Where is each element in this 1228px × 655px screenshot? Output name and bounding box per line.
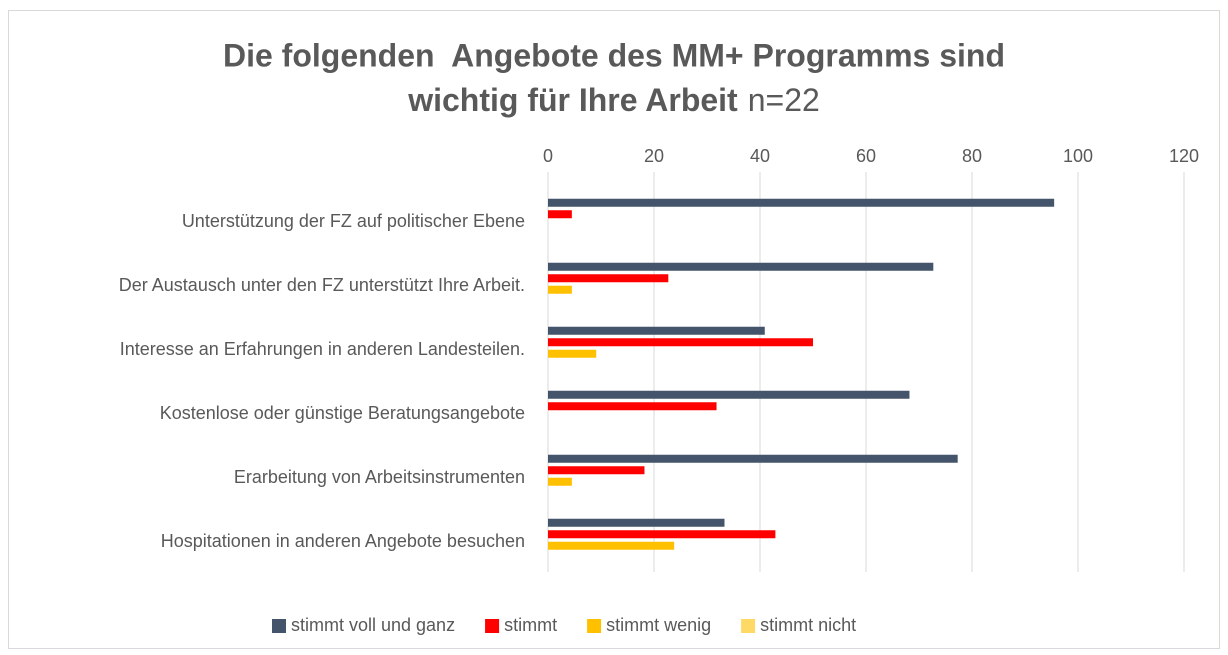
legend-label: stimmt nicht xyxy=(760,615,856,635)
x-tick-label: 120 xyxy=(1169,146,1199,166)
x-tick-label: 60 xyxy=(856,146,876,166)
bar xyxy=(548,477,572,486)
bar xyxy=(548,541,675,550)
legend-label: stimmt voll und ganz xyxy=(291,615,455,635)
legend-label: stimmt wenig xyxy=(606,615,711,635)
x-tick-label: 0 xyxy=(543,146,553,166)
bar xyxy=(548,326,765,335)
x-tick-label: 40 xyxy=(750,146,770,166)
legend-swatch xyxy=(485,619,500,633)
x-tick-label: 20 xyxy=(644,146,664,166)
legend-swatch xyxy=(741,619,756,633)
bar xyxy=(548,274,669,283)
y-tick-label: Hospitationen in anderen Angebote besuch… xyxy=(161,531,525,551)
bar xyxy=(548,210,572,219)
chart-title: wichtig für Ihre Arbeit xyxy=(407,82,738,118)
bar xyxy=(548,262,934,271)
legend-label: stimmt xyxy=(504,615,557,635)
bar xyxy=(548,518,725,527)
bar xyxy=(548,530,776,539)
bar xyxy=(548,349,597,358)
bar xyxy=(548,198,1055,207)
bar xyxy=(548,285,572,294)
y-tick-label: Der Austausch unter den FZ unterstützt I… xyxy=(119,275,525,295)
x-tick-label: 80 xyxy=(962,146,982,166)
chart-title-line: wichtig für Ihre Arbeit n=22 xyxy=(407,82,820,118)
y-tick-label: Kostenlose oder günstige Beratungsangebo… xyxy=(160,403,525,423)
y-tick-label: Interesse an Erfahrungen in anderen Land… xyxy=(120,339,525,359)
bar xyxy=(548,402,717,411)
bar xyxy=(548,338,813,347)
y-tick-label: Unterstützung der FZ auf politischer Ebe… xyxy=(182,211,525,231)
bar xyxy=(548,390,910,399)
y-tick-label: Erarbeitung von Arbeitsinstrumenten xyxy=(234,467,525,487)
x-tick-label: 100 xyxy=(1063,146,1093,166)
legend-swatch xyxy=(272,619,286,633)
bar xyxy=(548,454,958,463)
chart-subtitle: n=22 xyxy=(748,82,820,118)
bar xyxy=(548,466,645,475)
chart-title: Die folgenden Angebote des MM+ Programms… xyxy=(223,37,1005,73)
legend-swatch xyxy=(587,619,602,633)
